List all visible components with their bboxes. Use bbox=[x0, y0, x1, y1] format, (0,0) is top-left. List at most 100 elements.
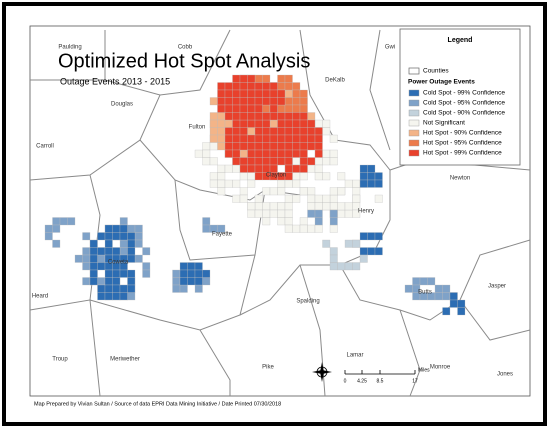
legend-heading: Power Outage Events bbox=[408, 79, 475, 86]
grid-cell bbox=[187, 269, 196, 278]
grid-cell bbox=[179, 284, 188, 293]
grid-cell bbox=[284, 164, 293, 173]
legend-swatch bbox=[408, 99, 420, 107]
grid-cell bbox=[194, 269, 203, 278]
grid-cell bbox=[292, 224, 301, 233]
grid-cell bbox=[172, 284, 181, 293]
grid-cell bbox=[247, 82, 256, 91]
grid-cell bbox=[254, 142, 263, 151]
grid-cell bbox=[127, 232, 136, 241]
grid-cell bbox=[269, 112, 278, 121]
grid-cell bbox=[277, 157, 286, 166]
grid-cell bbox=[254, 164, 263, 173]
grid-cell bbox=[239, 164, 248, 173]
grid-cell bbox=[202, 277, 211, 286]
grid-cell bbox=[209, 127, 218, 136]
grid-cell bbox=[254, 157, 263, 166]
grid-cell bbox=[359, 254, 368, 263]
grid-cell bbox=[262, 149, 271, 158]
grid-cell bbox=[307, 164, 316, 173]
grid-cell bbox=[247, 172, 256, 181]
grid-cell bbox=[247, 97, 256, 106]
grid-cell bbox=[179, 262, 188, 271]
grid-cell bbox=[314, 142, 323, 151]
grid-cell bbox=[314, 127, 323, 136]
grid-cell bbox=[239, 119, 248, 128]
grid-cell bbox=[314, 164, 323, 173]
footer-credit: Map Prepared by Vivian Sultan / Source o… bbox=[34, 401, 281, 407]
grid-cell bbox=[239, 142, 248, 151]
grid-cell bbox=[209, 119, 218, 128]
grid-cell bbox=[239, 172, 248, 181]
grid-cell bbox=[224, 142, 233, 151]
grid-cell bbox=[224, 82, 233, 91]
grid-cell bbox=[209, 172, 218, 181]
grid-cell bbox=[284, 217, 293, 226]
grid-cell bbox=[329, 202, 338, 211]
grid-cell bbox=[262, 217, 271, 226]
grid-cell bbox=[134, 224, 143, 233]
grid-cell bbox=[232, 194, 241, 203]
grid-cell bbox=[217, 89, 226, 98]
grid-cell bbox=[344, 239, 353, 248]
grid-cell bbox=[217, 127, 226, 136]
grid-cell bbox=[262, 209, 271, 218]
grid-cell bbox=[292, 179, 301, 188]
legend-label: Counties bbox=[423, 68, 449, 75]
grid-cell bbox=[442, 307, 451, 316]
grid-cell bbox=[344, 209, 353, 218]
grid-cell bbox=[277, 127, 286, 136]
grid-cell bbox=[322, 157, 331, 166]
grid-cell bbox=[359, 172, 368, 181]
grid-cell bbox=[277, 202, 286, 211]
grid-cell bbox=[277, 134, 286, 143]
grid-cell bbox=[269, 119, 278, 128]
grid-cell bbox=[119, 239, 128, 248]
grid-cell bbox=[119, 247, 128, 256]
grid-cell bbox=[329, 134, 338, 143]
grid-cell bbox=[374, 247, 383, 256]
grid-cell bbox=[89, 277, 98, 286]
grid-cell bbox=[329, 194, 338, 203]
grid-cell bbox=[292, 112, 301, 121]
county-label: Fayette bbox=[212, 232, 233, 238]
grid-cell bbox=[299, 217, 308, 226]
grid-cell bbox=[344, 262, 353, 271]
county-label: DeKalb bbox=[325, 78, 345, 84]
grid-cell bbox=[322, 127, 331, 136]
grid-cell bbox=[134, 254, 143, 263]
grid-cell bbox=[247, 74, 256, 83]
grid-cell bbox=[277, 187, 286, 196]
grid-cell bbox=[254, 82, 263, 91]
grid-cell bbox=[314, 224, 323, 233]
grid-cell bbox=[232, 127, 241, 136]
grid-cell bbox=[239, 82, 248, 91]
county-label: Butts bbox=[418, 290, 432, 296]
grid-cell bbox=[329, 262, 338, 271]
grid-cell bbox=[262, 134, 271, 143]
grid-cell bbox=[247, 149, 256, 158]
legend-swatch bbox=[408, 129, 420, 137]
scale-label: 17 bbox=[412, 378, 418, 384]
grid-cell bbox=[299, 172, 308, 181]
grid-cell bbox=[239, 112, 248, 121]
grid-cell bbox=[59, 217, 68, 226]
grid-cell bbox=[307, 157, 316, 166]
grid-cell bbox=[239, 127, 248, 136]
grid-cell bbox=[89, 262, 98, 271]
grid-cell bbox=[284, 209, 293, 218]
scale-unit: Miles bbox=[418, 367, 430, 373]
grid-cell bbox=[224, 119, 233, 128]
grid-cell bbox=[232, 149, 241, 158]
county-label: Coweta bbox=[108, 260, 129, 266]
grid-cell bbox=[112, 232, 121, 241]
grid-cell bbox=[202, 224, 211, 233]
grid-cell bbox=[269, 82, 278, 91]
grid-cell bbox=[127, 239, 136, 248]
legend-title: Legend bbox=[448, 37, 473, 44]
grid-cell bbox=[292, 134, 301, 143]
grid-cell bbox=[209, 112, 218, 121]
grid-cell bbox=[299, 142, 308, 151]
grid-cell bbox=[254, 104, 263, 113]
grid-cell bbox=[292, 89, 301, 98]
